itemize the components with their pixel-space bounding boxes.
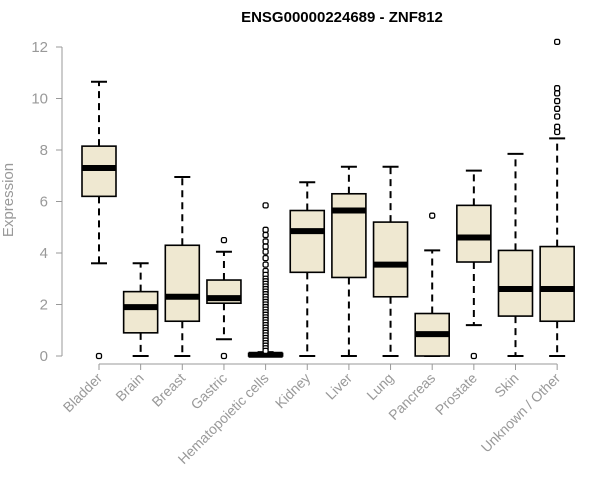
box-hematopoietic-cells — [247, 202, 284, 358]
x-tick-label: Kidney — [272, 370, 314, 412]
outlier-point — [554, 128, 561, 136]
outlier-point — [554, 105, 561, 112]
box-gastric — [206, 236, 242, 360]
iqr-box — [289, 209, 326, 274]
x-tick-label: Brain — [112, 370, 146, 404]
y-tick-label: 0 — [40, 348, 48, 365]
y-tick-label: 4 — [40, 245, 48, 262]
box-brain — [122, 262, 159, 357]
y-tick-label: 12 — [31, 39, 48, 56]
iqr-box — [456, 204, 492, 263]
outlier-point — [470, 352, 478, 360]
x-tick-label: Breast — [148, 370, 188, 410]
iqr-box — [497, 249, 534, 317]
x-tick-label: Lung — [363, 370, 396, 403]
iqr-box — [331, 192, 367, 279]
outlier-point — [95, 352, 103, 360]
outlier-point — [220, 352, 228, 360]
box-bladder — [81, 80, 117, 360]
y-tick-label: 2 — [40, 297, 48, 314]
outlier-point — [262, 231, 269, 239]
outlier-point — [262, 254, 269, 262]
outlier-point — [220, 236, 228, 244]
outlier-point — [262, 202, 269, 209]
box-unknown-other — [539, 38, 575, 357]
x-tick-label: Skin — [491, 370, 522, 401]
outlier-point — [554, 38, 561, 45]
y-tick-label: 6 — [40, 194, 48, 211]
outlier-point — [262, 248, 269, 255]
outlier-point — [262, 347, 269, 355]
plot-area — [81, 38, 575, 360]
x-tick-label: Unknown / Other — [478, 370, 564, 456]
y-tick-label: 8 — [40, 142, 48, 159]
outlier-point — [554, 113, 561, 120]
outlier-point — [554, 97, 561, 105]
x-tick-label: Bladder — [60, 370, 106, 416]
box-liver — [331, 165, 367, 357]
outlier-point — [554, 123, 561, 130]
box-skin — [497, 152, 534, 357]
y-tick-label: 10 — [31, 91, 48, 108]
outlier-point — [429, 212, 436, 219]
box-breast — [164, 176, 201, 357]
outlier-point — [262, 238, 269, 245]
x-tick-label: Prostate — [432, 370, 480, 418]
outlier-point — [554, 85, 561, 92]
iqr-box — [122, 290, 159, 334]
x-tick-label: Liver — [322, 370, 355, 403]
box-prostate — [456, 169, 492, 360]
y-axis: 0 2 4 6 8 10 12 — [31, 39, 63, 365]
iqr-box — [81, 145, 117, 198]
iqr-box — [372, 221, 409, 298]
chart-title: ENSG00000224689 - ZNF812 — [241, 9, 443, 26]
box-pancreas — [414, 212, 451, 357]
outlier-point — [262, 243, 269, 250]
box-kidney — [289, 181, 326, 357]
iqr-box — [164, 244, 201, 323]
iqr-box — [539, 245, 575, 323]
outlier-point — [554, 90, 561, 97]
outlier-point — [262, 261, 269, 268]
y-axis-label: Expression — [0, 163, 17, 237]
box-lung — [372, 165, 409, 357]
outlier-point — [262, 226, 269, 233]
